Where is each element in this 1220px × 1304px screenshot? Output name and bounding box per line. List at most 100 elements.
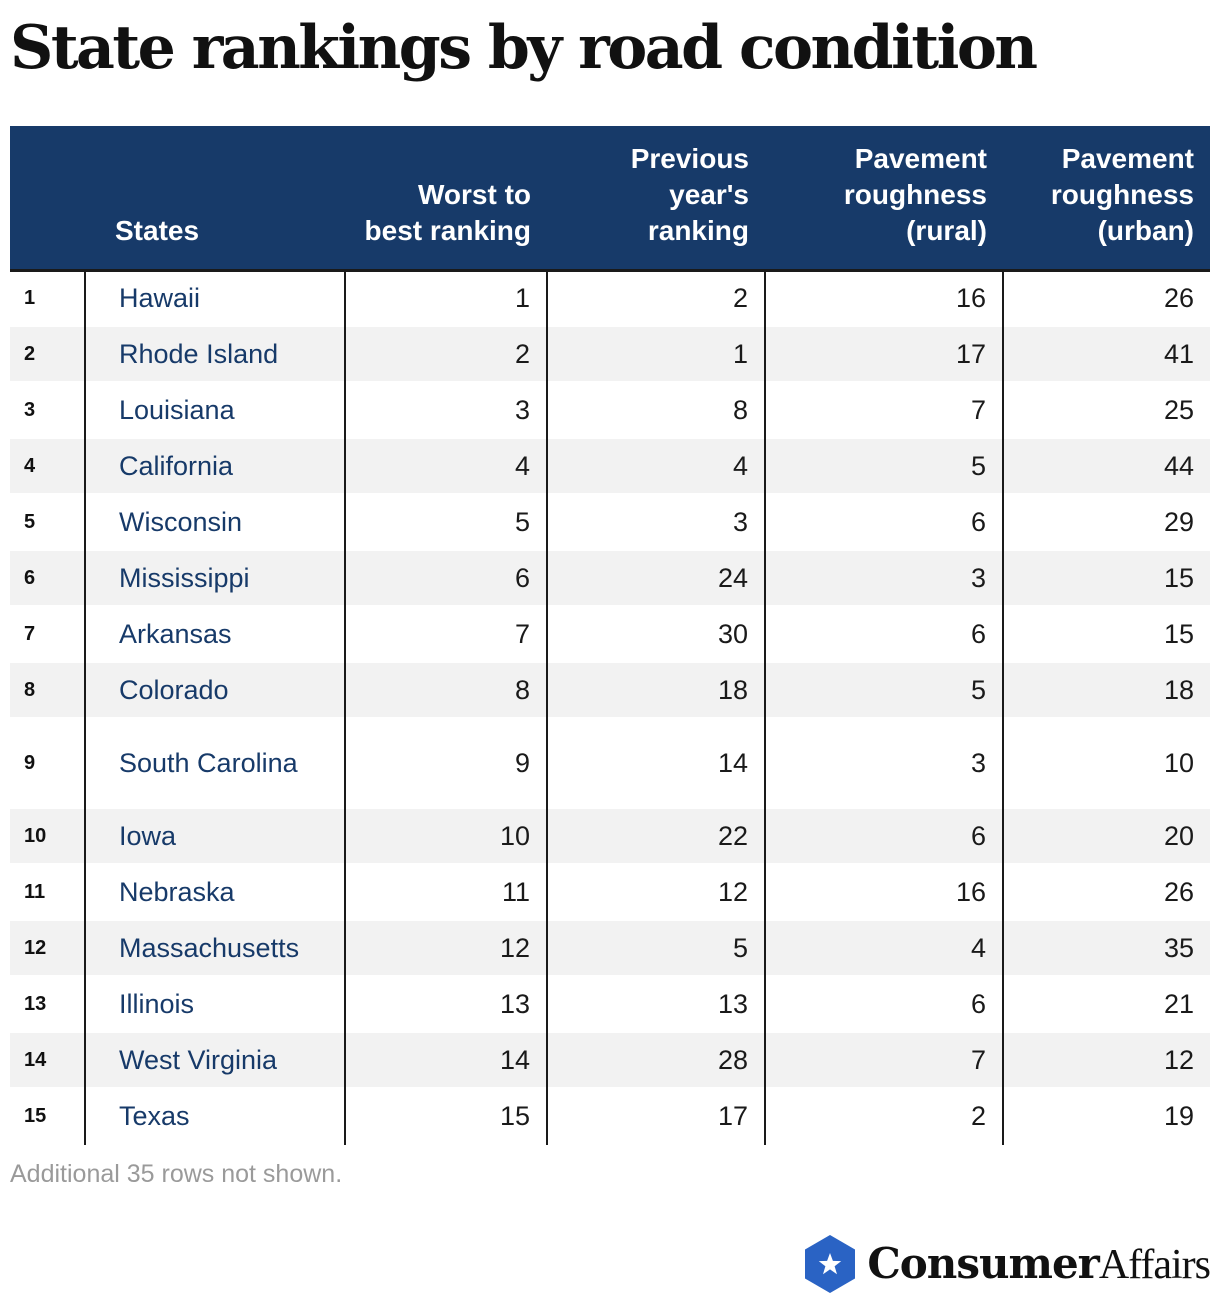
row-roughness-rural: 6 xyxy=(764,808,1003,864)
row-rank: 9 xyxy=(24,751,36,774)
row-previous-year: 30 xyxy=(546,606,765,662)
row-roughness-urban: 41 xyxy=(1002,326,1210,382)
brand-name-bold: Consumer xyxy=(867,1239,1099,1288)
table-header: States Worst to best ranking Previous ye… xyxy=(10,126,1210,270)
row-state: Louisiana xyxy=(84,382,345,438)
table-row: 1 Hawaii 1 2 16 26 xyxy=(10,270,1210,326)
header-previous-year: Previous year's ranking xyxy=(630,142,749,246)
row-rank: 14 xyxy=(24,1048,47,1071)
row-rank: 7 xyxy=(24,622,36,645)
row-roughness-rural: 5 xyxy=(764,662,1003,718)
row-roughness-rural: 3 xyxy=(764,718,1003,808)
row-previous-year: 4 xyxy=(546,438,765,494)
row-roughness-rural: 16 xyxy=(764,270,1003,326)
row-previous-year: 12 xyxy=(546,864,765,920)
header-roughness-rural: Pavement roughness (rural) xyxy=(843,142,987,246)
row-roughness-rural: 4 xyxy=(764,920,1003,976)
row-worst-to-best: 3 xyxy=(344,382,547,438)
row-previous-year: 14 xyxy=(546,718,765,808)
row-worst-to-best: 15 xyxy=(344,1088,547,1144)
row-state: Iowa xyxy=(84,808,345,864)
row-roughness-urban: 35 xyxy=(1002,920,1210,976)
row-previous-year: 22 xyxy=(546,808,765,864)
rankings-table: States Worst to best ranking Previous ye… xyxy=(10,126,1210,1145)
row-previous-year: 1 xyxy=(546,326,765,382)
row-rank: 12 xyxy=(24,936,47,959)
table-row: 11 Nebraska 11 12 16 26 xyxy=(10,864,1210,920)
row-state: Hawaii xyxy=(84,270,345,326)
row-state: Texas xyxy=(84,1088,345,1144)
star-hexagon-icon xyxy=(805,1235,856,1293)
row-worst-to-best: 5 xyxy=(344,494,547,550)
row-rank: 15 xyxy=(24,1104,47,1127)
row-roughness-rural: 16 xyxy=(764,864,1003,920)
row-rank: 1 xyxy=(24,286,36,309)
row-roughness-urban: 20 xyxy=(1002,808,1210,864)
row-state: Mississippi xyxy=(84,550,345,606)
table-row: 10 Iowa 10 22 6 20 xyxy=(10,808,1210,864)
row-previous-year: 8 xyxy=(546,382,765,438)
table-row: 6 Mississippi 6 24 3 15 xyxy=(10,550,1210,606)
row-worst-to-best: 11 xyxy=(344,864,547,920)
row-rank: 2 xyxy=(24,342,36,365)
row-roughness-rural: 3 xyxy=(764,550,1003,606)
row-previous-year: 5 xyxy=(546,920,765,976)
row-worst-to-best: 7 xyxy=(344,606,547,662)
row-state: Nebraska xyxy=(84,864,345,920)
row-roughness-rural: 6 xyxy=(764,494,1003,550)
row-previous-year: 28 xyxy=(546,1032,765,1088)
header-rank xyxy=(10,126,85,270)
row-previous-year: 2 xyxy=(546,270,765,326)
row-previous-year: 17 xyxy=(546,1088,765,1144)
header-worst-to-best: Worst to best ranking xyxy=(364,178,531,246)
row-roughness-urban: 26 xyxy=(1002,270,1210,326)
row-worst-to-best: 12 xyxy=(344,920,547,976)
header-roughness-urban: Pavement roughness (urban) xyxy=(1050,142,1194,246)
row-roughness-urban: 18 xyxy=(1002,662,1210,718)
row-roughness-urban: 21 xyxy=(1002,976,1210,1032)
row-rank: 11 xyxy=(24,880,46,903)
table-row: 5 Wisconsin 5 3 6 29 xyxy=(10,494,1210,550)
table-row: 7 Arkansas 7 30 6 15 xyxy=(10,606,1210,662)
row-rank: 3 xyxy=(24,398,36,421)
row-worst-to-best: 6 xyxy=(344,550,547,606)
table-row: 8 Colorado 8 18 5 18 xyxy=(10,662,1210,718)
row-worst-to-best: 10 xyxy=(344,808,547,864)
row-state: Illinois xyxy=(84,976,345,1032)
row-state: Colorado xyxy=(84,662,345,718)
footnote: Additional 35 rows not shown. xyxy=(10,1160,343,1188)
row-state: South Carolina xyxy=(84,718,345,808)
brand-wordmark: ConsumerAffairs xyxy=(867,1239,1211,1289)
table-row: 13 Illinois 13 13 6 21 xyxy=(10,976,1210,1032)
row-state: Arkansas xyxy=(84,606,345,662)
row-previous-year: 24 xyxy=(546,550,765,606)
row-rank: 8 xyxy=(24,678,36,701)
row-roughness-urban: 44 xyxy=(1002,438,1210,494)
row-state: California xyxy=(84,438,345,494)
row-worst-to-best: 14 xyxy=(344,1032,547,1088)
row-worst-to-best: 2 xyxy=(344,326,547,382)
row-rank: 10 xyxy=(24,824,47,847)
row-previous-year: 18 xyxy=(546,662,765,718)
row-state: West Virginia xyxy=(84,1032,345,1088)
row-roughness-urban: 19 xyxy=(1002,1088,1210,1144)
row-roughness-rural: 6 xyxy=(764,606,1003,662)
row-rank: 4 xyxy=(24,454,36,477)
row-roughness-urban: 15 xyxy=(1002,606,1210,662)
row-worst-to-best: 4 xyxy=(344,438,547,494)
row-worst-to-best: 13 xyxy=(344,976,547,1032)
row-roughness-rural: 2 xyxy=(764,1088,1003,1144)
row-roughness-urban: 25 xyxy=(1002,382,1210,438)
row-worst-to-best: 9 xyxy=(344,718,547,808)
row-state: Rhode Island xyxy=(84,326,345,382)
row-roughness-rural: 7 xyxy=(764,382,1003,438)
row-previous-year: 3 xyxy=(546,494,765,550)
table-row: 14 West Virginia 14 28 7 12 xyxy=(10,1032,1210,1088)
row-rank: 5 xyxy=(24,510,36,533)
consumeraffairs-logo: ConsumerAffairs xyxy=(803,1234,1211,1294)
row-roughness-urban: 29 xyxy=(1002,494,1210,550)
table-row: 12 Massachusetts 12 5 4 35 xyxy=(10,920,1210,976)
table-row: 3 Louisiana 3 8 7 25 xyxy=(10,382,1210,438)
row-worst-to-best: 8 xyxy=(344,662,547,718)
row-roughness-rural: 6 xyxy=(764,976,1003,1032)
